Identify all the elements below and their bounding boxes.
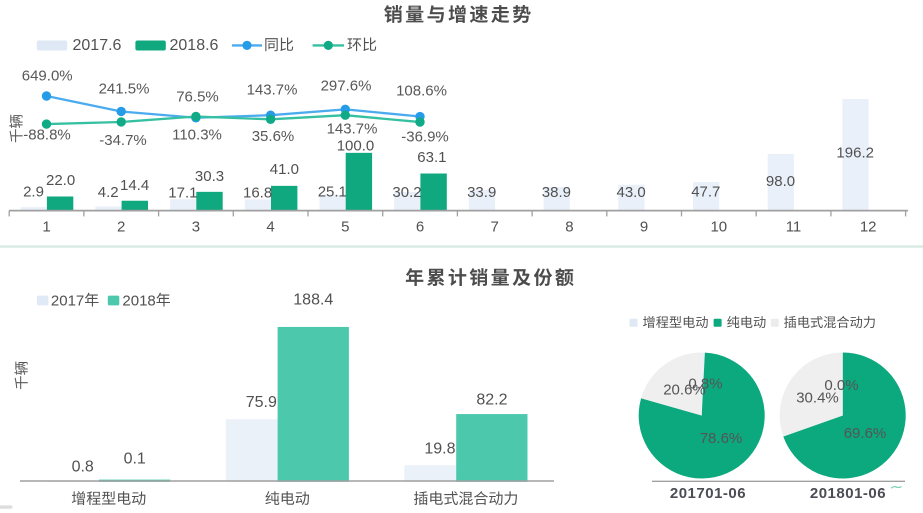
svg-text:16.8: 16.8 [243, 185, 272, 202]
svg-text:4.2: 4.2 [98, 184, 119, 201]
svg-text:69.6%: 69.6% [844, 425, 887, 442]
svg-text:100.0: 100.0 [337, 137, 375, 154]
svg-text:0.8%: 0.8% [688, 376, 722, 393]
svg-text:2: 2 [117, 218, 125, 235]
svg-text:43.0: 43.0 [616, 184, 645, 201]
svg-text:19.8: 19.8 [424, 441, 455, 458]
svg-text:82.2: 82.2 [476, 392, 507, 409]
svg-text:297.6%: 297.6% [321, 78, 372, 95]
svg-text:78.6%: 78.6% [700, 430, 743, 447]
svg-text:2018.6: 2018.6 [170, 37, 219, 54]
svg-text:8: 8 [565, 218, 573, 235]
svg-text:12: 12 [860, 218, 877, 235]
svg-text:14.4: 14.4 [120, 177, 149, 194]
svg-text:2018: 2018 [122, 292, 155, 309]
svg-text:0.8: 0.8 [72, 458, 94, 475]
svg-text:143.7%: 143.7% [327, 120, 378, 137]
svg-text:7: 7 [491, 218, 499, 235]
svg-text:2017: 2017 [51, 292, 84, 309]
svg-text:143.7%: 143.7% [247, 81, 298, 98]
svg-text:0.0%: 0.0% [824, 377, 858, 394]
svg-text:38.9: 38.9 [542, 184, 571, 201]
svg-text:4: 4 [266, 218, 274, 235]
svg-text:-36.9%: -36.9% [401, 129, 449, 146]
svg-text:-88.8%: -88.8% [23, 127, 71, 144]
svg-text:649.0%: 649.0% [22, 67, 73, 84]
svg-text:33.9: 33.9 [467, 184, 496, 201]
svg-text:188.4: 188.4 [293, 292, 333, 309]
svg-text:30.4%: 30.4% [796, 389, 839, 406]
svg-text:22.0: 22.0 [46, 172, 75, 189]
svg-text:98.0: 98.0 [766, 173, 795, 190]
svg-text:9: 9 [640, 218, 648, 235]
svg-text:196.2: 196.2 [836, 145, 874, 162]
svg-text:108.6%: 108.6% [396, 82, 447, 99]
svg-text:30.2: 30.2 [392, 184, 421, 201]
svg-text:75.9: 75.9 [246, 394, 277, 411]
svg-text:5: 5 [341, 218, 349, 235]
svg-text:0.1: 0.1 [124, 450, 146, 467]
svg-text:63.1: 63.1 [417, 149, 446, 166]
svg-text:110.3%: 110.3% [172, 127, 222, 144]
svg-text:1: 1 [42, 218, 50, 235]
svg-text:30.3: 30.3 [195, 168, 224, 185]
svg-text:2017.6: 2017.6 [73, 37, 122, 54]
svg-text:11: 11 [786, 218, 802, 235]
svg-text:20.6%: 20.6% [663, 382, 706, 399]
svg-text:-34.7%: -34.7% [99, 132, 147, 149]
svg-text:201801-06: 201801-06 [810, 485, 886, 502]
svg-text:25.1: 25.1 [318, 184, 347, 201]
svg-text:2.9: 2.9 [23, 183, 44, 200]
svg-text:41.0: 41.0 [270, 161, 299, 178]
svg-text:76.5%: 76.5% [176, 89, 219, 106]
svg-text:3: 3 [192, 218, 200, 235]
svg-text:201701-06: 201701-06 [670, 485, 746, 502]
svg-text:35.6%: 35.6% [252, 128, 295, 145]
svg-text:47.7: 47.7 [691, 184, 720, 201]
svg-text:241.5%: 241.5% [99, 81, 150, 98]
svg-text:17.1: 17.1 [168, 185, 197, 202]
svg-text:6: 6 [416, 218, 424, 235]
svg-text:10: 10 [710, 218, 727, 235]
